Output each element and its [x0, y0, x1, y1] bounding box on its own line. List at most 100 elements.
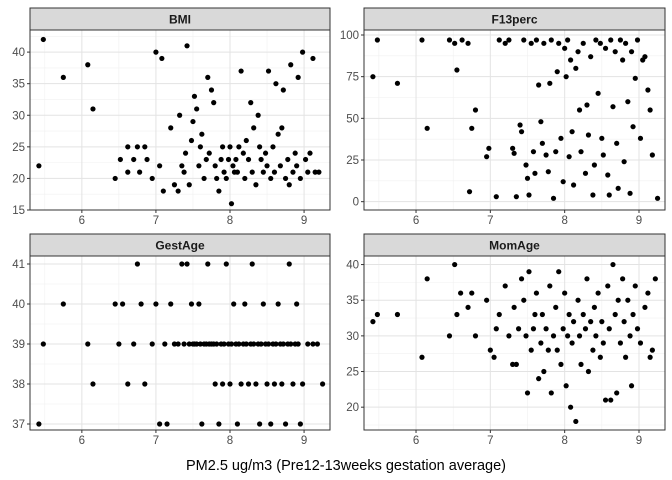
data-point	[248, 100, 254, 106]
data-point	[279, 125, 285, 131]
data-point	[162, 341, 168, 347]
data-point	[599, 319, 605, 325]
data-point	[242, 301, 248, 307]
facet-strip-label: BMI	[169, 13, 191, 27]
facet-panel-f13perc: F13perc 0 25 50 75 100 6 7 8 9	[340, 7, 666, 227]
data-point	[190, 118, 196, 125]
data-point	[645, 290, 651, 296]
data-point	[585, 368, 592, 375]
y-tick-label: 41	[12, 259, 25, 271]
data-point	[536, 82, 542, 88]
data-point	[524, 390, 531, 396]
data-point	[85, 341, 91, 347]
data-point	[580, 311, 586, 318]
x-tick-label: 7	[487, 435, 493, 447]
data-point	[570, 182, 577, 188]
data-point	[292, 150, 298, 156]
data-point	[605, 172, 611, 178]
data-point	[625, 99, 631, 105]
data-point	[227, 144, 233, 150]
data-point	[297, 175, 303, 182]
data-point	[186, 341, 192, 347]
data-point	[621, 319, 627, 325]
data-point	[630, 311, 636, 318]
data-point	[125, 169, 131, 175]
data-point	[575, 49, 581, 55]
data-point	[654, 195, 661, 201]
data-point	[496, 311, 502, 318]
y-tick-label: 40	[346, 260, 359, 272]
data-point	[545, 347, 551, 353]
data-point	[472, 107, 479, 113]
y-tick-label: 100	[340, 30, 359, 42]
x-tick-label: 6	[413, 215, 419, 227]
data-point	[600, 152, 606, 158]
data-point	[275, 301, 281, 307]
data-point	[523, 162, 529, 168]
data-point	[424, 125, 430, 131]
data-point	[620, 276, 626, 282]
data-point	[502, 40, 508, 46]
data-point	[647, 107, 653, 113]
data-point	[314, 341, 321, 347]
data-point	[245, 381, 252, 387]
data-point	[177, 112, 183, 118]
facet-strip-label: MomAge	[489, 239, 540, 253]
data-point	[593, 333, 599, 339]
data-point	[502, 283, 508, 289]
data-point	[251, 125, 257, 131]
panel-background	[364, 256, 665, 430]
data-point	[625, 297, 631, 303]
data-point	[211, 100, 217, 106]
data-point	[231, 301, 237, 307]
data-point	[576, 107, 583, 113]
data-point	[219, 144, 226, 150]
data-point	[234, 169, 241, 175]
data-point	[181, 169, 187, 175]
data-point	[116, 341, 122, 347]
data-point	[205, 261, 211, 267]
data-point	[268, 175, 274, 182]
facet-panel-gestage: GestAge 37 38 39 40 41 6 7 8 9	[12, 233, 331, 447]
data-point	[573, 418, 579, 425]
data-point	[238, 68, 244, 74]
data-point	[548, 390, 554, 396]
data-point	[142, 144, 148, 150]
y-tick-label: 75	[346, 72, 359, 84]
data-point	[465, 40, 471, 46]
data-point	[491, 354, 497, 360]
data-point	[90, 106, 96, 112]
x-tick-label: 6	[79, 215, 85, 227]
data-point	[637, 340, 644, 346]
data-point	[590, 347, 596, 353]
data-point	[486, 145, 492, 151]
data-point	[533, 290, 540, 296]
data-point	[496, 37, 502, 43]
data-point	[452, 261, 458, 268]
facet-panel-bmi: BMI 15 20 25 30 35 40 6 7 8 9	[12, 7, 331, 227]
data-point	[649, 347, 655, 353]
data-point	[568, 404, 574, 410]
data-point	[602, 45, 609, 51]
y-tick-label: 25	[346, 367, 359, 379]
data-point	[264, 381, 270, 387]
data-point	[164, 421, 170, 427]
data-point	[452, 40, 458, 46]
data-point	[612, 311, 618, 318]
data-point	[558, 135, 564, 141]
data-point	[419, 37, 425, 43]
panel-background	[30, 30, 330, 210]
data-point	[271, 381, 278, 387]
y-tick-label: 30	[12, 110, 25, 122]
data-point	[484, 154, 490, 160]
data-point	[556, 40, 562, 46]
x-tick-label: 7	[487, 215, 493, 227]
data-point	[253, 381, 259, 387]
data-point	[131, 156, 137, 163]
data-point	[157, 421, 163, 427]
data-point	[290, 169, 296, 175]
data-point	[550, 333, 557, 339]
data-point	[112, 301, 118, 307]
data-point	[530, 326, 537, 332]
